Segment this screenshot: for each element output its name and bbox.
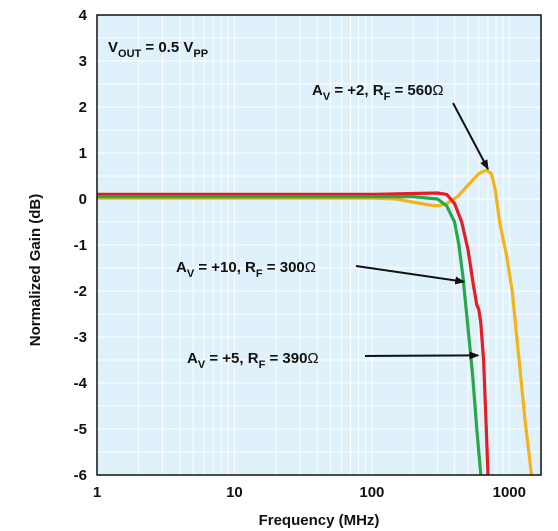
x-tick-label: 1000	[493, 484, 526, 501]
annotation-label-3: AV = +5, RF = 390Ω	[187, 350, 319, 371]
annotation-label-1: AV = +2, RF = 560Ω	[312, 82, 444, 103]
y-tick-label: 2	[79, 99, 87, 116]
annotation-arrow-3	[364, 351, 480, 360]
y-tick-label: -5	[74, 421, 87, 438]
x-tick-labels: 1 10 100 1000	[93, 484, 526, 501]
y-tick-label: -1	[74, 237, 87, 254]
y-tick-label: 1	[79, 145, 87, 162]
series-line-2	[97, 191, 490, 475]
y-axis-label: Normalized Gain (dB)	[27, 194, 44, 347]
annotation-arrow-2	[355, 265, 466, 285]
annotations: AV = +2, RF = 560Ω AV = +10, RF = 300Ω AV …	[176, 82, 489, 371]
annotation-arrow-1	[452, 102, 489, 170]
y-tick-label: -4	[74, 375, 88, 392]
y-tick-label: 0	[79, 191, 87, 208]
y-tick-label: -6	[74, 467, 87, 484]
y-tick-label: -3	[74, 329, 87, 346]
y-tick-label: 3	[79, 53, 87, 70]
series-line-1	[97, 168, 534, 475]
y-tick-label: 4	[79, 7, 88, 24]
condition-label: VOUT = 0.5 VPP	[108, 39, 208, 60]
y-tick-label: -2	[74, 283, 87, 300]
annotation-label-2: AV = +10, RF = 300Ω	[176, 259, 316, 280]
series-group	[97, 168, 534, 475]
plot-frame	[96, 14, 542, 476]
x-tick-label: 10	[226, 484, 243, 501]
x-tick-label: 1	[93, 484, 101, 501]
x-axis-label: Frequency (MHz)	[259, 512, 380, 529]
x-tick-label: 100	[359, 484, 384, 501]
y-tick-labels: 4 3 2 1 0 -1 -2 -3 -4 -5 -6	[74, 7, 88, 484]
series-line-3	[97, 195, 483, 475]
